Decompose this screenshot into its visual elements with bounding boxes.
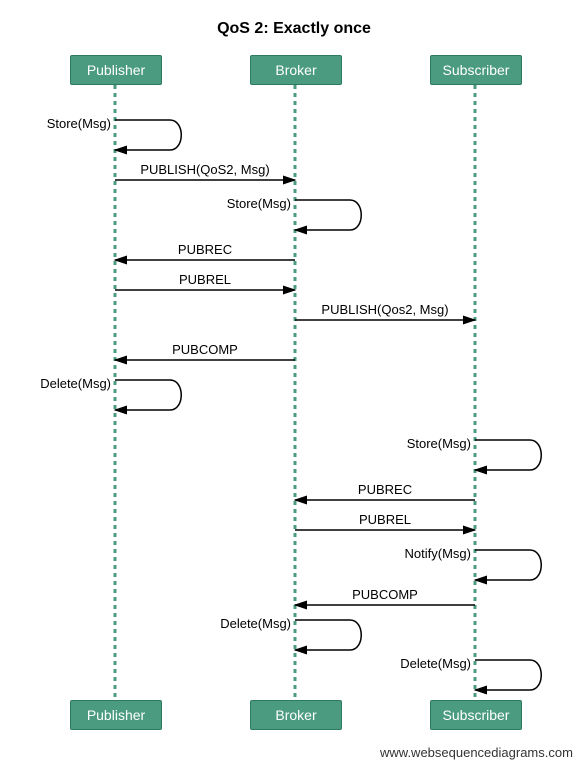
message-label: Store(Msg) xyxy=(407,436,471,451)
participant-publisher: Publisher xyxy=(70,700,162,730)
message-label: PUBREC xyxy=(301,482,469,497)
message-label: PUBREL xyxy=(121,272,289,287)
message-label: PUBCOMP xyxy=(121,342,289,357)
message-label: PUBLISH(QoS2, Msg) xyxy=(121,162,289,177)
participant-subscriber: Subscriber xyxy=(430,55,522,85)
participant-broker: Broker xyxy=(250,700,342,730)
message-label: Delete(Msg) xyxy=(220,616,291,631)
message-label: Delete(Msg) xyxy=(40,376,111,391)
diagram-title: QoS 2: Exactly once xyxy=(0,20,588,38)
message-label: PUBREL xyxy=(301,512,469,527)
message-label: Store(Msg) xyxy=(47,116,111,131)
footer-text: www.websequencediagrams.com xyxy=(380,745,573,760)
message-label: Notify(Msg) xyxy=(405,546,471,561)
participant-subscriber: Subscriber xyxy=(430,700,522,730)
participant-broker: Broker xyxy=(250,55,342,85)
message-label: PUBLISH(Qos2, Msg) xyxy=(301,302,469,317)
message-label: PUBCOMP xyxy=(301,587,469,602)
message-label: PUBREC xyxy=(121,242,289,257)
participant-publisher: Publisher xyxy=(70,55,162,85)
message-label: Store(Msg) xyxy=(227,196,291,211)
message-label: Delete(Msg) xyxy=(400,656,471,671)
